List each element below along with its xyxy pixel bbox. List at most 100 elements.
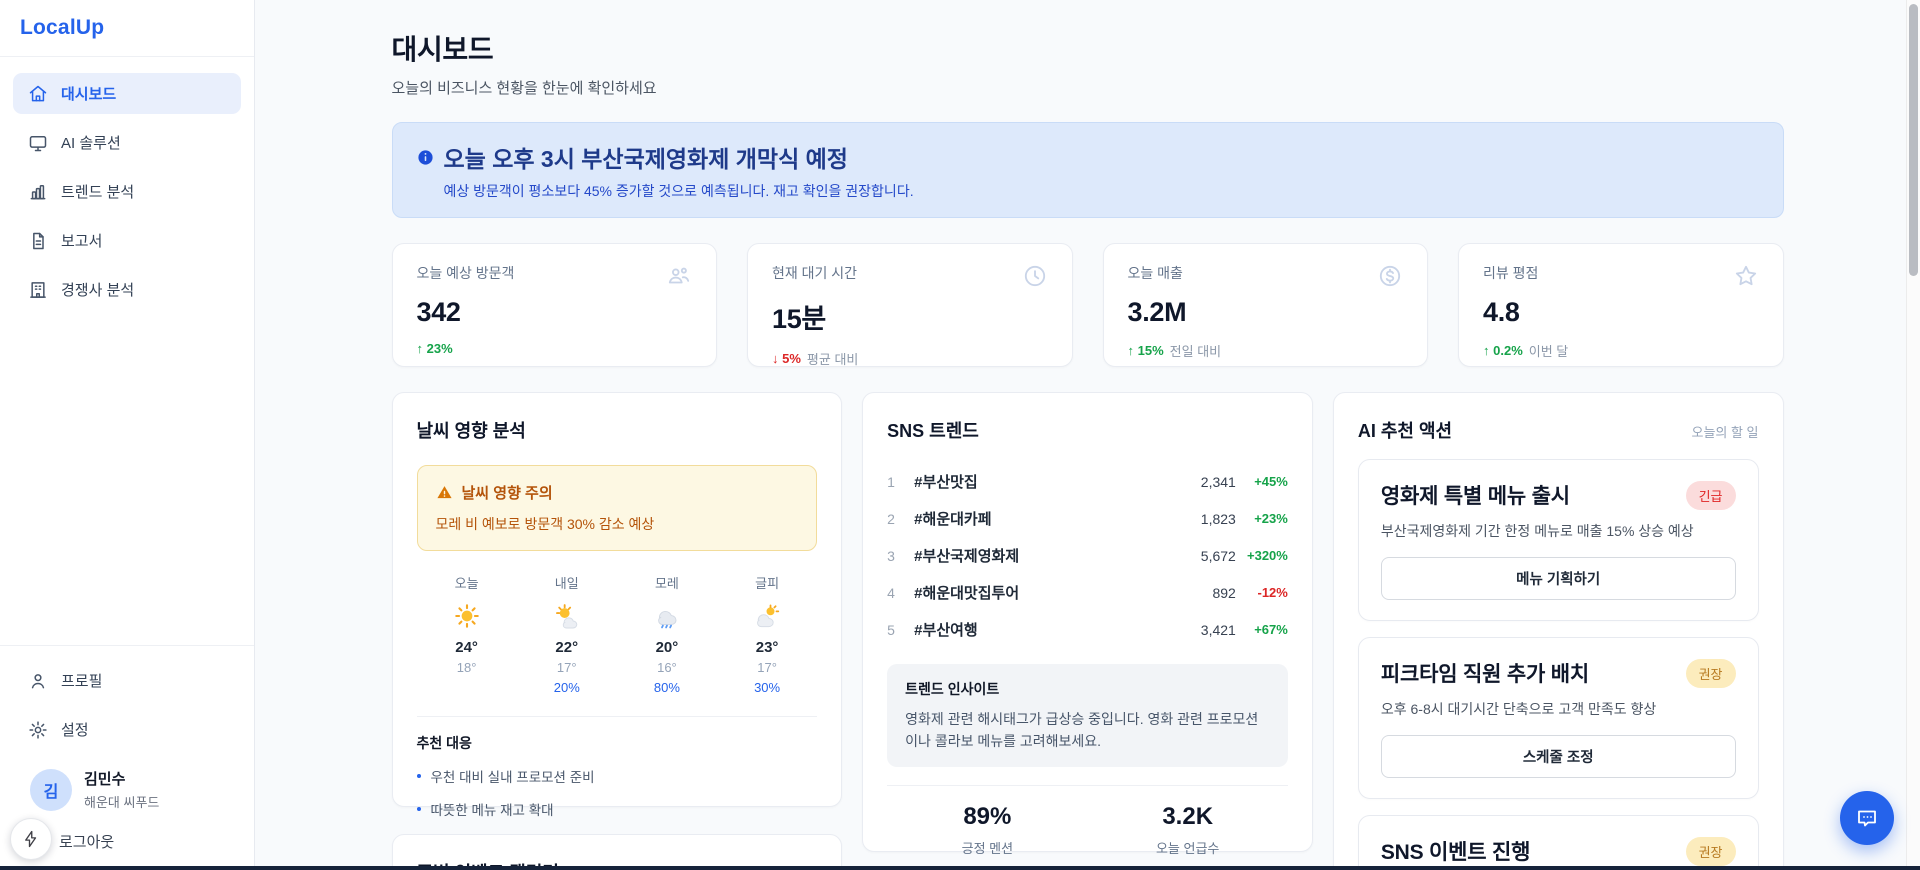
- stat-card-rating: 리뷰 평점 4.8 ↑ 0.2% 이번 달: [1458, 243, 1784, 367]
- rain-cloud-icon: [658, 610, 677, 629]
- metric-label: 오늘 언급수: [1155, 841, 1220, 857]
- weather-alert-message: 모레 비 예보로 방문객 30% 감소 예상: [435, 516, 655, 532]
- ai-card-subtitle: 오늘의 할 일: [1691, 425, 1759, 440]
- stat-card-visitors: 오늘 예상 방문객 342 ↑ 23%: [391, 243, 717, 367]
- forecast-rain: 20%: [553, 680, 580, 695]
- monitor-icon: [29, 135, 47, 151]
- forecast-high: 24°: [455, 639, 478, 656]
- window-bottom-edge: [0, 866, 1920, 870]
- sidebar-item-trend-analysis[interactable]: 트렌드 분석: [13, 171, 241, 212]
- trend-change: +45%: [1254, 474, 1288, 489]
- sidebar-item-reports[interactable]: 보고서: [13, 220, 241, 261]
- trend-row[interactable]: 1 #부산맛집 2,341 +45%: [887, 463, 1288, 500]
- forecast-high: 22°: [555, 639, 579, 656]
- weather-alert-title: 날씨 영향 주의: [461, 485, 553, 502]
- recommendation-text: 따뜻한 메뉴 재고 확대: [430, 803, 554, 818]
- brand-name: LocalUp: [20, 16, 105, 39]
- lightning-button[interactable]: [10, 818, 52, 860]
- logout-label: 로그아웃: [59, 834, 115, 851]
- weather-analysis-card: 날씨 영향 분석 날씨 영향 주의 모레 비 예보로 방문객 30% 감소 예상…: [391, 392, 843, 818]
- plan-menu-button[interactable]: 메뉴 기획하기: [1380, 557, 1736, 600]
- nearby-events-card: 주변 이벤트 캘린더: [391, 834, 843, 870]
- trend-change: +67%: [1254, 622, 1288, 637]
- action-card-staffing: 피크타임 직원 추가 배치 권장 오후 6-8시 대기시간 단축으로 고객 만족…: [1357, 637, 1759, 799]
- page-subtitle: 오늘의 비즈니스 현황을 한눈에 확인하세요: [391, 80, 657, 97]
- action-card-menu-launch: 영화제 특별 메뉴 출시 긴급 부산국제영화제 기간 한정 메뉴로 매출 15%…: [1357, 459, 1759, 621]
- forecast-day: 오늘 24° 18°: [417, 573, 517, 696]
- chat-icon: [1858, 810, 1876, 827]
- sidebar-bottom: 프로필 설정 김 김민수 해운대 씨푸드 로그아웃: [0, 631, 254, 870]
- trend-list: 1 #부산맛집 2,341 +45% 2 #해운대카페 1,823 +23%: [887, 463, 1288, 648]
- document-icon: [33, 232, 44, 249]
- sns-column: SNS 트렌드 1 #부산맛집 2,341 +45% 2 #해운대카페: [862, 392, 1313, 856]
- sns-metrics: 89% 긍정 멘션 3.2K 오늘 언급수: [887, 785, 1288, 857]
- metric-mentions-today: 3.2K 오늘 언급수: [1088, 803, 1288, 857]
- trend-hashtag: #해운대맛집투어: [914, 585, 1020, 602]
- forecast-day-label: 오늘: [454, 576, 479, 591]
- lightning-icon: [25, 830, 37, 848]
- adjust-schedule-button[interactable]: 스케줄 조정: [1380, 735, 1736, 778]
- forecast-low: 17°: [757, 660, 777, 675]
- recommended-badge: 권장: [1685, 836, 1736, 866]
- ai-actions-card: AI 추천 액션 오늘의 할 일 영화제 특별 메뉴 출시 긴급 부산국제영화제…: [1332, 392, 1784, 870]
- banner-title: 오늘 오후 3시 부산국제영화제 개막식 예정: [443, 146, 848, 172]
- insight-text: 영화제 관련 해시태그가 급상승 중입니다. 영화 관련 프로모션이나 콜라보 …: [905, 711, 1259, 750]
- bullet-dot: [416, 807, 421, 811]
- user-icon: [31, 673, 45, 688]
- sidebar-item-profile[interactable]: 프로필: [13, 660, 241, 701]
- stat-label: 리뷰 평점: [1483, 265, 1539, 281]
- metric-value: 3.2K: [1162, 803, 1214, 831]
- stat-cards-row: 오늘 예상 방문객 342 ↑ 23% 현재 대기 시간 15분: [391, 243, 1784, 367]
- sidebar-item-label: AI 솔루션: [61, 135, 121, 152]
- forecast-day-label: 글피: [755, 576, 780, 591]
- forecast-high: 23°: [755, 639, 779, 656]
- stat-label: 오늘 예상 방문객: [416, 265, 515, 281]
- weather-recommendations: 추천 대응 우천 대비 실내 프로모션 준비 따뜻한 메뉴 재고 확대: [416, 716, 818, 819]
- chat-fab[interactable]: [1840, 791, 1894, 845]
- trend-count: 3,421: [1200, 621, 1236, 638]
- sidebar-item-settings[interactable]: 설정: [13, 709, 241, 750]
- trend-insight-box: 트렌드 인사이트 영화제 관련 해시태그가 급상승 중입니다. 영화 관련 프로…: [887, 664, 1288, 768]
- sns-card-title: SNS 트렌드: [887, 421, 979, 441]
- stat-delta: ↑ 23%: [416, 341, 453, 356]
- warning-icon: [436, 486, 452, 499]
- stat-value: 15분: [772, 304, 826, 334]
- action-title: 피크타임 직원 추가 배치: [1380, 663, 1589, 686]
- sidebar: LocalUp 대시보드 AI 솔루션 트렌드 분석 보고서 경쟁사 분석: [0, 0, 255, 870]
- insight-title: 트렌드 인사이트: [905, 681, 1000, 697]
- trend-count: 892: [1212, 584, 1236, 601]
- user-profile[interactable]: 김 김민수 해운대 씨푸드: [0, 750, 254, 817]
- trend-rank: 4: [887, 584, 895, 601]
- trend-count: 1,823: [1200, 510, 1236, 527]
- stat-delta: ↑ 0.2%: [1483, 343, 1523, 358]
- trend-row[interactable]: 2 #해운대카페 1,823 +23%: [887, 500, 1288, 537]
- weather-alert: 날씨 영향 주의 모레 비 예보로 방문객 30% 감소 예상: [416, 465, 818, 551]
- forecast-day-label: 모레: [654, 576, 679, 591]
- forecast-high: 20°: [655, 639, 679, 656]
- forecast-row: 오늘 24° 18° 내일 22° 17° 2: [417, 573, 818, 696]
- stat-card-wait-time: 현재 대기 시간 15분 ↓ 5% 평균 대비: [747, 243, 1073, 367]
- sidebar-nav: 대시보드 AI 솔루션 트렌드 분석 보고서 경쟁사 분석: [0, 57, 254, 310]
- trend-rank: 1: [887, 473, 895, 490]
- user-name: 김민수: [84, 771, 126, 788]
- trend-row[interactable]: 5 #부산여행 3,421 +67%: [887, 611, 1288, 648]
- ai-actions-column: AI 추천 액션 오늘의 할 일 영화제 특별 메뉴 출시 긴급 부산국제영화제…: [1332, 392, 1784, 870]
- sidebar-item-label: 경쟁사 분석: [61, 282, 135, 299]
- bullet-dot: [416, 774, 421, 778]
- scrollbar-track[interactable]: [1906, 0, 1920, 870]
- ai-card-title: AI 추천 액션: [1357, 421, 1453, 441]
- sidebar-item-ai-solutions[interactable]: AI 솔루션: [13, 122, 241, 163]
- forecast-low: 18°: [456, 660, 477, 675]
- weather-card-title: 날씨 영향 분석: [416, 421, 526, 441]
- sidebar-item-label: 보고서: [61, 233, 103, 250]
- trend-hashtag: #부산국제영화제: [914, 548, 1020, 565]
- banner-description: 예상 방문객이 평소보다 45% 증가할 것으로 예측됩니다. 재고 확인을 권…: [443, 183, 914, 199]
- trend-row[interactable]: 3 #부산국제영화제 5,672 +320%: [887, 537, 1288, 574]
- trend-hashtag: #부산여행: [914, 622, 978, 639]
- trend-row[interactable]: 4 #해운대맛집투어 892 -12%: [887, 574, 1288, 611]
- sidebar-item-dashboard[interactable]: 대시보드: [13, 73, 241, 114]
- sidebar-item-competitor-analysis[interactable]: 경쟁사 분석: [13, 269, 241, 310]
- scrollbar-thumb[interactable]: [1909, 4, 1918, 276]
- forecast-low: 17°: [556, 660, 577, 675]
